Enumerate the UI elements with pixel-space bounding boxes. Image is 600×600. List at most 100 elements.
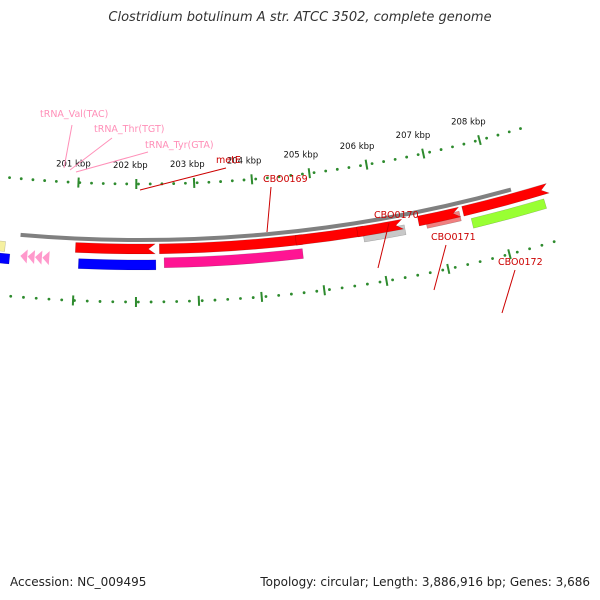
- leader-cbo0169: [266, 186, 272, 233]
- inner-tick-dot: [416, 153, 420, 157]
- kbp-tick-label: 205 kbp: [283, 150, 318, 160]
- outer-tick-dot: [9, 294, 13, 298]
- feature-cds-arrow: [461, 183, 551, 217]
- inner-major-tick: [307, 168, 311, 179]
- outer-tick-dot: [111, 300, 115, 304]
- inner-tick-dot: [370, 162, 374, 166]
- label-cbo0171: CBO0171: [431, 232, 476, 243]
- inner-tick-dot: [359, 164, 362, 168]
- leader-cbo0170: [377, 222, 390, 269]
- inner-tick-dot: [485, 136, 489, 140]
- inner-tick-dot: [172, 182, 176, 185]
- outer-tick-dot: [22, 295, 25, 299]
- inner-tick-dot: [439, 148, 443, 151]
- inner-tick-dot: [230, 179, 234, 183]
- inner-tick-dot: [31, 178, 35, 182]
- inner-tick-dot: [277, 175, 281, 179]
- leader-cbo0172: [501, 269, 516, 314]
- leader-trna-thr: [69, 137, 113, 171]
- inner-major-tick: [250, 174, 254, 185]
- outer-tick-dot: [213, 298, 217, 302]
- outer-tick-dot: [428, 271, 432, 275]
- map-title: Clostridium botulinum A str. ATCC 3502, …: [108, 10, 492, 25]
- inner-tick-dot: [451, 145, 454, 149]
- inner-tick-dot: [301, 172, 304, 176]
- inner-tick-dot: [324, 169, 328, 173]
- feature-yellow-left: [0, 240, 6, 252]
- outer-tick-dot: [315, 289, 319, 293]
- label-cbo0170: CBO0170: [374, 210, 419, 221]
- outer-major-tick: [322, 285, 326, 296]
- inner-tick-dot: [289, 174, 293, 177]
- inner-tick-dot: [207, 180, 211, 184]
- outer-tick-dot: [441, 268, 445, 272]
- backbone-arc: [20, 187, 512, 242]
- inner-tick-dot: [8, 176, 11, 180]
- leader-trna-val: [63, 124, 73, 169]
- outer-major-tick: [446, 263, 451, 274]
- inner-tick-dot: [125, 182, 129, 186]
- inner-major-tick: [421, 148, 426, 159]
- outer-tick-dot: [277, 293, 281, 297]
- inner-tick-dot: [462, 142, 466, 146]
- accession-text: Accession: NC_009495: [10, 575, 147, 589]
- gene-features: [0, 183, 551, 271]
- label-trna-thr: tRNA_Thr(TGT): [94, 124, 164, 135]
- outer-tick-dot: [239, 297, 242, 300]
- genome-backbone: [20, 187, 512, 242]
- inner-tick-dot: [507, 130, 511, 134]
- label-trna-tyr: tRNA_Tyr(GTA): [145, 140, 214, 151]
- kbp-tick-label: 202 kbp: [113, 161, 148, 171]
- trna-arrow: [35, 250, 43, 265]
- kbp-tick-label: 204 kbp: [227, 156, 262, 166]
- outer-tick-dot: [136, 300, 140, 304]
- inner-tick-dot: [428, 150, 432, 154]
- outer-major-tick: [260, 291, 264, 302]
- label-mete: metE: [216, 155, 241, 166]
- label-cbo0169: CBO0169: [263, 174, 308, 185]
- inner-tick-dot: [195, 181, 199, 185]
- kbp-tick-marks: [71, 134, 512, 307]
- feature-lime-right: [470, 198, 547, 229]
- outer-tick-dot: [162, 300, 166, 304]
- outer-tick-dot: [149, 300, 153, 304]
- inner-tick-dot: [405, 155, 409, 159]
- inner-tick-dot: [113, 182, 117, 186]
- leader-cbo0171: [433, 244, 447, 291]
- inner-tick-dot: [219, 180, 222, 183]
- outer-tick-dot: [466, 263, 470, 266]
- inner-tick-dot: [382, 160, 386, 163]
- feature-cds-arrow: [75, 242, 157, 255]
- outer-major-tick: [384, 275, 389, 287]
- inner-tick-dot: [254, 177, 258, 181]
- kbp-tick-label: 207 kbp: [396, 131, 431, 141]
- outer-tick-dot: [503, 253, 507, 257]
- trna-arrow: [27, 250, 36, 265]
- outer-tick-dot: [328, 288, 331, 291]
- inner-tick-dot: [54, 179, 58, 183]
- kbp-tick-label: 203 kbp: [170, 160, 205, 170]
- kbp-tick-labels: 201 kbp 202 kbp 203 kbp 204 kbp 205 kbp 206 k…: [56, 118, 486, 171]
- kbp-tick-dots: [8, 127, 556, 304]
- outer-tick-dot: [60, 298, 64, 302]
- outer-tick-dot: [453, 265, 457, 269]
- outer-tick-dot: [85, 299, 89, 303]
- outer-tick-dot: [34, 296, 38, 300]
- outer-tick-dot: [47, 297, 51, 301]
- inner-tick-dot: [496, 133, 500, 137]
- genome-stats-text: Topology: circular; Length: 3,886,916 bp…: [260, 575, 590, 589]
- outer-tick-dot: [251, 296, 255, 299]
- inner-tick-dot: [148, 182, 152, 186]
- outer-tick-dot: [378, 280, 382, 284]
- inner-tick-dot: [312, 171, 316, 174]
- outer-tick-dot: [403, 276, 407, 279]
- kbp-tick-label: 208 kbp: [451, 118, 486, 128]
- label-cbo0172: CBO0172: [498, 257, 543, 268]
- kbp-tick-label: 201 kbp: [56, 160, 91, 170]
- outer-major-tick: [507, 249, 512, 260]
- outer-tick-dot: [365, 282, 369, 286]
- outer-tick-dot: [340, 286, 344, 290]
- outer-tick-dot: [353, 284, 357, 288]
- outer-tick-dot: [124, 300, 127, 304]
